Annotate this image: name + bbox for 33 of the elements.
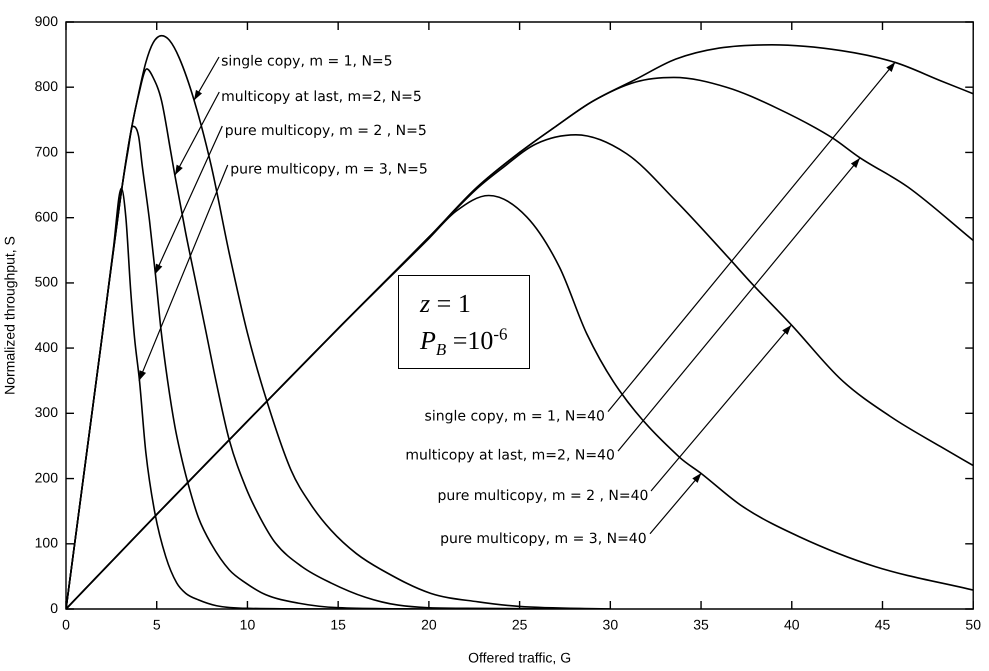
annotation: pure multicopy, m = 2 , N=40 bbox=[437, 488, 648, 504]
y-tick-label: 300 bbox=[34, 404, 58, 420]
y-tick-label: 700 bbox=[34, 143, 58, 160]
x-tick-label: 5 bbox=[152, 616, 161, 632]
x-tick-label: 15 bbox=[330, 616, 346, 632]
y-tick-label: 500 bbox=[34, 274, 58, 290]
y-tick-label: 600 bbox=[34, 208, 58, 225]
y-tick-label: 100 bbox=[34, 534, 58, 551]
y-tick-label: 900 bbox=[34, 12, 58, 29]
x-tick-label: 25 bbox=[512, 616, 528, 632]
annotation: multicopy at last, m=2, N=40 bbox=[405, 447, 615, 464]
x-tick-label: 45 bbox=[874, 616, 890, 632]
x-tick-label: 0 bbox=[62, 616, 70, 632]
x-tick-label: 50 bbox=[965, 616, 982, 632]
annotation: P$_{B}$ =10$^{-6}$ bbox=[420, 324, 508, 360]
y-tick-label: 400 bbox=[34, 338, 58, 355]
annotation: multicopy at last, m=2, N=5 bbox=[221, 88, 422, 105]
x-tick-label: 40 bbox=[784, 616, 800, 632]
annotation: pure multicopy, m = 2 , N=5 bbox=[224, 122, 427, 139]
x-tick-label: 35 bbox=[693, 616, 710, 632]
annotation: single copy, m = 1, N=40 bbox=[424, 408, 605, 425]
x-tick-label: 10 bbox=[240, 616, 256, 632]
y-tick-label: 0 bbox=[50, 600, 58, 616]
y-tick-label: 800 bbox=[34, 78, 58, 94]
y-tick-label: 200 bbox=[34, 469, 58, 486]
x-tick-label: 30 bbox=[602, 616, 618, 632]
x-tick-label: 20 bbox=[421, 616, 437, 632]
annotation: single copy, m = 1, N=5 bbox=[221, 54, 393, 70]
annotation: z = 1 bbox=[420, 288, 471, 318]
annotation: pure multicopy, m = 3, N=40 bbox=[440, 530, 647, 547]
y-axis-title: Normalized throughput, S bbox=[1, 236, 18, 395]
x-axis-title: Offered traffic, G bbox=[468, 649, 572, 666]
annotation: pure multicopy, m = 3, N=5 bbox=[230, 162, 428, 178]
